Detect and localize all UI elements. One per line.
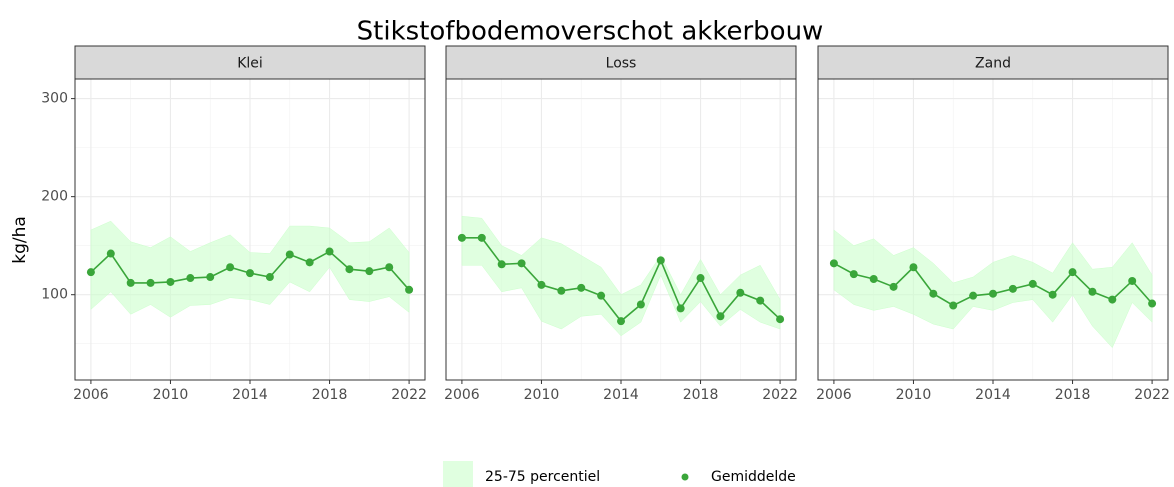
point <box>497 260 506 269</box>
panel-border <box>74 78 426 381</box>
strip <box>445 45 797 80</box>
x-tick-label: 2022 <box>762 387 798 403</box>
legend-swatch <box>443 461 473 487</box>
x-tick-label: 2018 <box>683 387 719 403</box>
x-tick-label: 2014 <box>232 387 268 403</box>
point <box>849 270 858 279</box>
legend-marker <box>681 473 689 481</box>
point <box>577 283 586 292</box>
x-tick-label: 2010 <box>896 387 932 403</box>
point <box>166 277 175 286</box>
point <box>909 263 918 272</box>
strip-label: Klei <box>237 56 263 72</box>
point <box>636 300 645 309</box>
strip-label: Zand <box>975 56 1011 72</box>
x-tick-label: 2022 <box>391 387 427 403</box>
point <box>537 280 546 289</box>
panel-border <box>817 78 1169 381</box>
point <box>676 304 685 313</box>
point <box>477 233 486 242</box>
point <box>305 258 314 267</box>
point <box>385 263 394 272</box>
point <box>1008 284 1017 293</box>
y-tick-label: 100 <box>41 287 68 303</box>
point <box>405 285 414 294</box>
point <box>617 317 625 326</box>
point <box>365 267 374 276</box>
point <box>1088 287 1097 296</box>
x-tick-label: 2014 <box>975 387 1011 403</box>
point <box>756 296 765 305</box>
point <box>246 269 254 278</box>
x-tick-label: 2014 <box>603 387 639 403</box>
y-tick-label: 200 <box>41 189 68 205</box>
point <box>265 273 274 282</box>
point <box>969 291 978 300</box>
point <box>86 268 95 277</box>
point <box>829 259 838 268</box>
ribbon <box>461 215 781 337</box>
point <box>696 274 705 283</box>
x-tick-label: 2022 <box>1134 387 1170 403</box>
point <box>186 274 195 283</box>
x-tick-label: 2006 <box>444 387 480 403</box>
strip-label: Loss <box>606 56 637 72</box>
point <box>949 301 958 310</box>
point <box>517 259 526 268</box>
point <box>345 265 354 274</box>
point <box>206 273 215 282</box>
point <box>716 312 725 321</box>
point <box>597 291 606 300</box>
strip <box>817 45 1169 80</box>
point <box>325 247 334 256</box>
point <box>1068 268 1077 277</box>
legend-label: 25-75 percentiel <box>485 469 600 485</box>
point <box>1128 276 1137 285</box>
point <box>557 286 566 295</box>
point <box>989 289 997 298</box>
point <box>457 233 466 242</box>
legend-label: Gemiddelde <box>711 469 796 485</box>
panel-border <box>445 78 797 381</box>
x-tick-label: 2006 <box>73 387 109 403</box>
y-axis-label: kg/ha <box>10 216 30 264</box>
x-tick-label: 2010 <box>153 387 189 403</box>
point <box>1048 290 1057 299</box>
x-tick-label: 2006 <box>816 387 852 403</box>
strip <box>74 45 426 80</box>
point <box>1148 299 1157 308</box>
ribbon <box>833 229 1153 349</box>
point <box>226 263 235 272</box>
y-tick-label: 300 <box>41 91 68 107</box>
point <box>776 315 785 324</box>
point <box>889 282 898 291</box>
point <box>1108 295 1117 304</box>
x-tick-label: 2018 <box>312 387 348 403</box>
point <box>285 250 294 259</box>
point <box>126 278 135 287</box>
chart-title: Stikstofbodemoverschot akkerbouw <box>357 17 824 47</box>
point <box>146 278 155 287</box>
x-tick-label: 2018 <box>1055 387 1091 403</box>
point <box>1028 279 1037 288</box>
point <box>656 256 665 265</box>
point <box>869 275 878 284</box>
point <box>106 249 115 258</box>
point <box>736 288 745 297</box>
point <box>929 289 938 298</box>
x-tick-label: 2010 <box>524 387 560 403</box>
